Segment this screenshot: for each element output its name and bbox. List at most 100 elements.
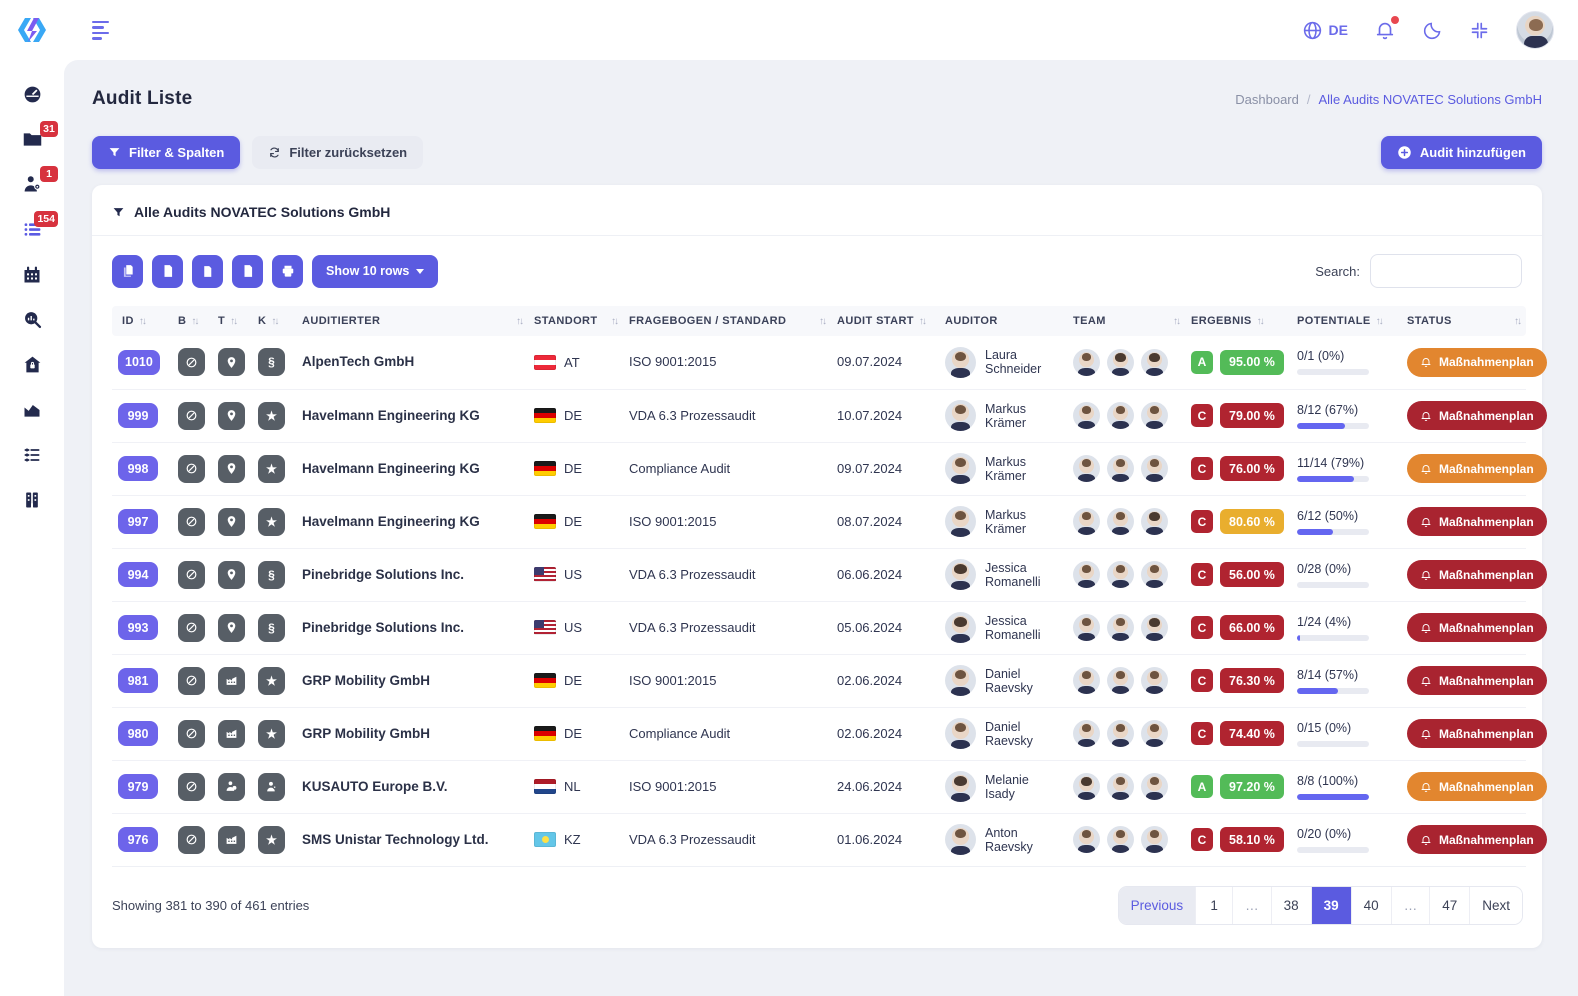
company-name[interactable]: Havelmann Engineering KG	[302, 460, 480, 476]
paragraph-icon[interactable]: §	[258, 560, 285, 589]
user-gear-icon[interactable]	[218, 772, 245, 801]
company-name[interactable]: Pinebridge Solutions Inc.	[302, 619, 465, 635]
breadcrumb-dashboard[interactable]: Dashboard	[1235, 91, 1299, 107]
pagination-page-39[interactable]: 39	[1311, 886, 1352, 924]
average-circle-icon[interactable]	[178, 560, 205, 589]
location-pin-icon[interactable]	[218, 560, 245, 589]
location-pin-icon[interactable]	[218, 348, 245, 377]
search-input[interactable]	[1370, 254, 1522, 288]
sort-arrows-icon[interactable]: ↑↓	[1256, 315, 1265, 327]
status-massnahmenplan-button[interactable]: Maßnahmenplan	[1407, 347, 1547, 377]
factory-icon[interactable]	[218, 825, 245, 854]
company-name[interactable]: GRP Mobility GmbH	[302, 725, 431, 741]
location-pin-icon[interactable]	[218, 401, 245, 430]
fullscreen-toggle[interactable]	[1469, 20, 1490, 41]
status-massnahmenplan-button[interactable]: Maßnahmenplan	[1407, 507, 1547, 536]
sort-arrows-icon[interactable]: ↑↓	[1375, 315, 1384, 327]
app-logo[interactable]	[0, 0, 64, 60]
average-circle-icon[interactable]	[178, 507, 205, 536]
sidebar-item-dashboard[interactable]	[0, 72, 64, 117]
export-excel-button[interactable]	[232, 254, 263, 288]
audit-id-badge[interactable]: 997	[118, 509, 158, 534]
sort-arrows-icon[interactable]: ↑↓	[516, 315, 524, 327]
audit-id-badge[interactable]: 981	[118, 668, 158, 693]
sidebar-item-audit-list[interactable]: 154	[0, 207, 64, 252]
sidebar-item-calendar[interactable]	[0, 252, 64, 297]
audit-id-badge[interactable]: 999	[118, 403, 158, 428]
sidebar-item-folders[interactable]: 31	[0, 117, 64, 162]
audit-id-badge[interactable]: 994	[118, 562, 158, 587]
sidebar-item-reports[interactable]	[0, 387, 64, 432]
sidebar-toggle-icon[interactable]	[92, 20, 109, 40]
sort-arrows-icon[interactable]: ↑↓	[1173, 315, 1181, 327]
status-massnahmenplan-button[interactable]: Maßnahmenplan	[1407, 401, 1547, 430]
filter-columns-button[interactable]: Filter & Spalten	[92, 136, 241, 169]
status-massnahmenplan-button[interactable]: Maßnahmenplan	[1407, 560, 1547, 589]
average-circle-icon[interactable]	[178, 348, 205, 377]
company-name[interactable]: Pinebridge Solutions Inc.	[302, 566, 465, 582]
company-name[interactable]: Havelmann Engineering KG	[302, 407, 480, 423]
status-massnahmenplan-button[interactable]: Maßnahmenplan	[1407, 719, 1547, 748]
user-star-icon[interactable]	[258, 772, 285, 801]
user-avatar[interactable]	[1516, 11, 1554, 49]
star-icon[interactable]: ★	[258, 666, 285, 695]
star-icon[interactable]: ★	[258, 719, 285, 748]
sidebar-item-users[interactable]: 1	[0, 162, 64, 207]
location-pin-icon[interactable]	[218, 507, 245, 536]
pagination-previous[interactable]: Previous	[1118, 886, 1197, 924]
audit-id-badge[interactable]: 980	[118, 721, 158, 746]
company-name[interactable]: GRP Mobility GmbH	[302, 672, 431, 688]
breadcrumb-current[interactable]: Alle Audits NOVATEC Solutions GmbH	[1318, 91, 1543, 107]
star-icon[interactable]: ★	[258, 507, 285, 536]
language-switcher[interactable]: DE	[1302, 20, 1348, 41]
status-massnahmenplan-button[interactable]: Maßnahmenplan	[1407, 613, 1547, 642]
paragraph-icon[interactable]: §	[258, 348, 285, 377]
company-name[interactable]: AlpenTech GmbH	[302, 354, 415, 370]
sort-arrows-icon[interactable]: ↑↓	[271, 315, 279, 327]
star-icon[interactable]: ★	[258, 825, 285, 854]
factory-icon[interactable]	[218, 719, 245, 748]
company-name[interactable]: SMS Unistar Technology Ltd.	[302, 831, 489, 847]
add-audit-button[interactable]: Audit hinzufügen	[1380, 136, 1542, 169]
average-circle-icon[interactable]	[178, 401, 205, 430]
status-massnahmenplan-button[interactable]: Maßnahmenplan	[1407, 454, 1547, 483]
status-massnahmenplan-button[interactable]: Maßnahmenplan	[1407, 825, 1547, 854]
dark-mode-toggle[interactable]	[1422, 20, 1443, 41]
export-csv-button[interactable]	[192, 254, 223, 288]
company-name[interactable]: Havelmann Engineering KG	[302, 513, 480, 529]
export-copy-button[interactable]	[112, 254, 143, 288]
pagination-page-38[interactable]: 38	[1271, 886, 1312, 924]
sort-arrows-icon[interactable]: ↑↓	[611, 315, 619, 327]
average-circle-icon[interactable]	[178, 666, 205, 695]
show-rows-dropdown[interactable]: Show 10 rows	[312, 254, 439, 288]
pagination-next[interactable]: Next	[1470, 886, 1522, 924]
notifications-button[interactable]	[1374, 16, 1399, 41]
sidebar-item-checklists[interactable]	[0, 432, 64, 477]
average-circle-icon[interactable]	[178, 454, 205, 483]
audit-id-badge[interactable]: 979	[118, 774, 158, 799]
average-circle-icon[interactable]	[178, 772, 205, 801]
sort-arrows-icon[interactable]: ↑↓	[138, 315, 147, 327]
star-icon[interactable]: ★	[258, 401, 285, 430]
paragraph-icon[interactable]: §	[258, 613, 285, 642]
audit-id-badge[interactable]: 1010	[118, 349, 160, 375]
audit-id-badge[interactable]: 976	[118, 827, 158, 852]
location-pin-icon[interactable]	[218, 613, 245, 642]
audit-id-badge[interactable]: 998	[118, 456, 158, 481]
status-massnahmenplan-button[interactable]: Maßnahmenplan	[1407, 666, 1547, 695]
average-circle-icon[interactable]	[178, 613, 205, 642]
company-name[interactable]: KUSAUTO Europe B.V.	[302, 778, 448, 794]
average-circle-icon[interactable]	[178, 825, 205, 854]
pagination-page-40[interactable]: 40	[1351, 886, 1392, 924]
sort-arrows-icon[interactable]: ↑↓	[230, 315, 238, 327]
pagination-page-1[interactable]: 1	[1196, 886, 1234, 924]
sidebar-item-home-security[interactable]	[0, 342, 64, 387]
audit-id-badge[interactable]: 993	[118, 615, 158, 640]
location-pin-icon[interactable]	[218, 454, 245, 483]
status-massnahmenplan-button[interactable]: Maßnahmenplan	[1407, 772, 1547, 801]
sidebar-item-archive[interactable]	[0, 477, 64, 522]
pagination-page-47[interactable]: 47	[1430, 886, 1471, 924]
sort-arrows-icon[interactable]: ↑↓	[819, 315, 827, 327]
export-pdf-button[interactable]	[152, 254, 183, 288]
sort-arrows-icon[interactable]: ↑↓	[918, 315, 927, 327]
